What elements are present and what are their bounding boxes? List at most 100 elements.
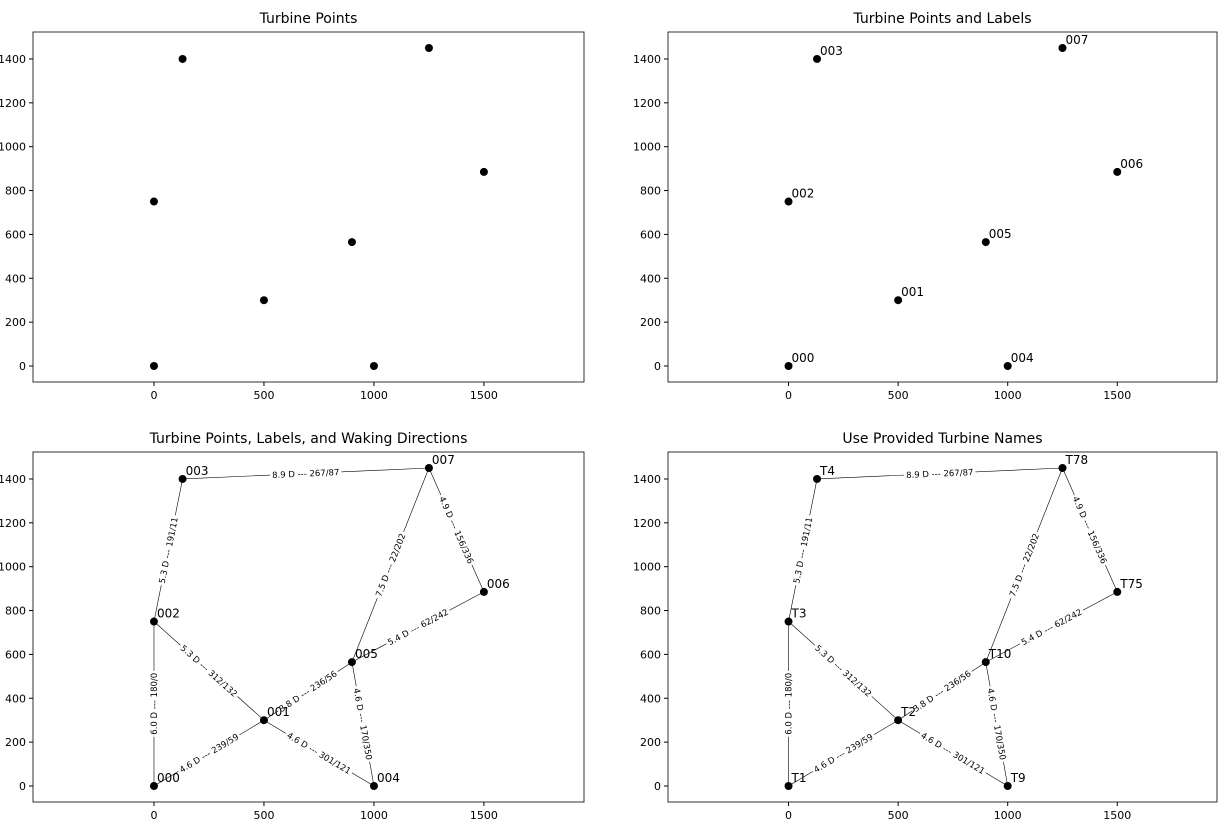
turbine-point [981,658,990,667]
turbine-point [1113,167,1122,176]
edge-label-bg [384,605,452,649]
x-tick-label: 1000 [994,809,1022,822]
turbine-point [424,464,433,473]
edge-label: 6.0 D --- 180/0 [150,673,160,735]
edge-label: 8.9 D --- 267/87 [906,468,974,481]
x-tick-label: 0 [150,809,157,822]
y-tick-label: 0 [19,780,26,793]
edge-label-group: 4.6 D --- 301/121 [917,729,989,778]
y-tick-label: 400 [5,692,26,705]
edge-label-bg [351,685,375,763]
turbine-point [149,197,158,206]
turbine-point [347,238,356,247]
turbine-point [784,361,793,370]
y-tick-label: 200 [640,736,661,749]
edge-label-bg [790,514,815,587]
point-label: 001 [901,285,924,299]
point-label: 001 [267,705,290,719]
edge-label-group: 5.3 D --- 191/11 [790,514,815,587]
edge-label: 5.3 D --- 191/11 [792,516,815,584]
y-tick-label: 1000 [633,561,661,574]
y-tick-label: 400 [5,272,26,285]
edge-label-bg [1069,492,1110,568]
axes-frame [667,31,1218,383]
y-tick-label: 1200 [633,97,661,110]
edge-label-bg [269,466,342,481]
turbine-point [369,361,378,370]
edge-label: 7.5 D --- 22/202 [1008,532,1042,598]
point-label: T1 [791,771,807,785]
point-label: T4 [819,464,835,478]
edge-label-group: 6.0 D --- 180/0 [148,670,160,737]
y-tick-label: 200 [640,316,661,329]
turbine-point [894,296,903,305]
edge-label: 4.6 D --- 301/121 [285,731,353,777]
edge-label-bg [909,667,975,716]
turbine-point [1113,587,1122,596]
y-tick-label: 800 [5,605,26,618]
edge-label-bg [1017,605,1086,649]
turbine-point [784,781,793,790]
edge-label: 4.6 D --- 170/350 [351,688,374,761]
y-tick-label: 1400 [0,53,26,66]
edge-label-group: 3.8 D --- 236/56 [909,667,975,716]
y-tick-label: 1200 [0,97,26,110]
axes-frame [32,31,585,383]
edge-label-group: 4.9 D --- 156/336 [436,492,477,568]
point-label: 002 [792,187,815,201]
x-tick-label: 500 [253,809,274,822]
edge-label-bg [917,729,989,778]
y-tick-label: 1200 [633,517,661,530]
edge-label: 4.9 D --- 156/336 [436,495,475,565]
y-tick-label: 600 [5,648,26,661]
y-tick-label: 800 [5,185,26,198]
x-tick-label: 1000 [360,389,388,402]
edge-label-group: 7.5 D --- 22/202 [1006,530,1042,601]
edge-label-bg [1006,530,1042,601]
edge-label-bg [985,685,1009,763]
point-label: T78 [1064,453,1088,467]
x-tick-label: 500 [888,389,909,402]
edge-label-bg [283,729,355,778]
point-label: 005 [355,647,378,661]
turbine-point [1058,44,1067,53]
turbine-point [149,361,158,370]
x-tick-label: 1000 [360,809,388,822]
point-label: 007 [432,453,455,467]
edge-label: 4.6 D --- 301/121 [919,731,986,777]
point-label: 003 [820,44,843,58]
turbine-point [149,781,158,790]
point-label: 000 [157,771,180,785]
turbine-point [1058,464,1067,473]
edge-label-group: 4.6 D --- 301/121 [283,729,355,778]
y-tick-label: 0 [19,360,26,373]
edge-label: 5.3 D --- 312/132 [812,644,873,700]
edge-label: 4.6 D --- 170/350 [985,688,1008,761]
y-tick-label: 600 [640,648,661,661]
y-tick-label: 1400 [0,473,26,486]
chart-title: Turbine Points, Labels, and Waking Direc… [149,431,468,447]
edge-label-group: 5.4 D --- 62/242 [1017,605,1086,649]
edge-label: 7.5 D --- 22/202 [374,532,408,598]
y-tick-label: 600 [640,228,661,241]
y-tick-label: 1000 [0,141,26,154]
turbine-point [347,658,356,667]
chart-title: Turbine Points and Labels [852,11,1031,27]
chart-title: Use Provided Turbine Names [842,431,1042,447]
x-tick-label: 1000 [994,389,1022,402]
edge-label-group: 8.9 D --- 267/87 [903,466,976,481]
point-label: 005 [989,227,1012,241]
y-tick-label: 1000 [0,561,26,574]
edge-label-bg [810,730,877,776]
edge-label: 3.8 D --- 236/56 [912,669,974,715]
y-tick-label: 1200 [0,517,26,530]
y-tick-label: 1400 [633,473,661,486]
y-tick-label: 200 [5,736,26,749]
edge-label-bg [177,641,241,701]
y-tick-label: 800 [640,605,661,618]
point-label: 007 [1065,33,1088,47]
turbine-point [1003,361,1012,370]
edge-label-group: 4.6 D --- 170/350 [985,685,1009,763]
turbine-point [479,167,488,176]
